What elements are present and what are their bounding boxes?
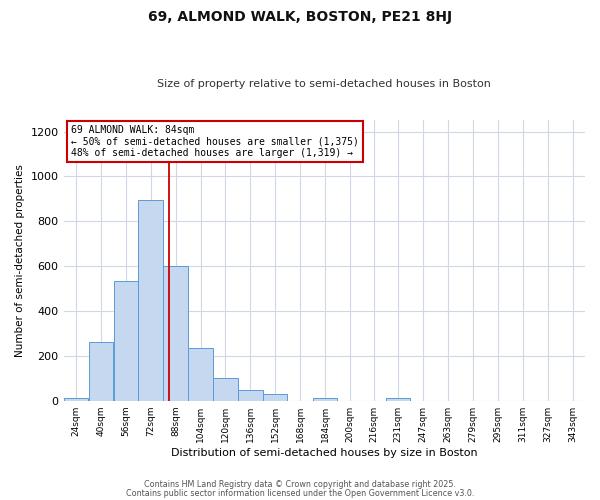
Text: 69 ALMOND WALK: 84sqm
← 50% of semi-detached houses are smaller (1,375)
48% of s: 69 ALMOND WALK: 84sqm ← 50% of semi-deta… — [71, 124, 359, 158]
Bar — [313, 398, 337, 400]
Bar — [213, 378, 238, 400]
X-axis label: Distribution of semi-detached houses by size in Boston: Distribution of semi-detached houses by … — [171, 448, 478, 458]
Bar — [188, 348, 213, 401]
Bar — [113, 280, 138, 400]
Y-axis label: Number of semi-detached properties: Number of semi-detached properties — [15, 164, 25, 357]
Bar — [139, 200, 163, 400]
Title: Size of property relative to semi-detached houses in Boston: Size of property relative to semi-detach… — [157, 79, 491, 89]
Text: 69, ALMOND WALK, BOSTON, PE21 8HJ: 69, ALMOND WALK, BOSTON, PE21 8HJ — [148, 10, 452, 24]
Text: Contains public sector information licensed under the Open Government Licence v3: Contains public sector information licen… — [126, 488, 474, 498]
Bar — [238, 390, 263, 400]
Bar — [263, 394, 287, 400]
Bar — [386, 398, 410, 400]
Bar — [89, 342, 113, 400]
Bar — [163, 266, 188, 400]
Bar — [64, 398, 88, 400]
Text: Contains HM Land Registry data © Crown copyright and database right 2025.: Contains HM Land Registry data © Crown c… — [144, 480, 456, 489]
